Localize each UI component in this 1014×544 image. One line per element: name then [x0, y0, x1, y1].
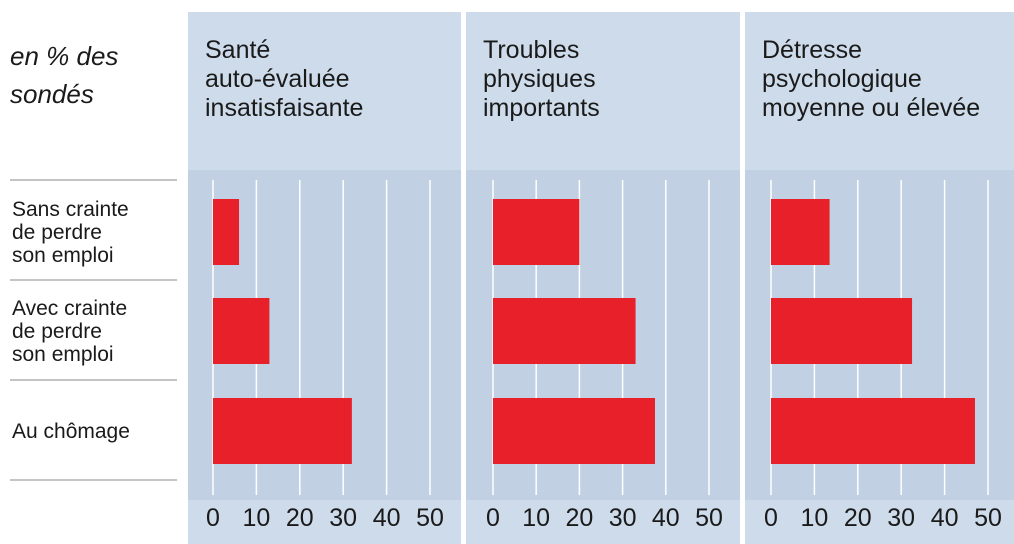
x-tick-label: 30: [887, 504, 916, 532]
x-tick-label: 20: [843, 504, 872, 532]
x-tick-label: 40: [930, 504, 959, 532]
x-tick-label: 40: [651, 504, 680, 532]
x-tick-label: 20: [565, 504, 594, 532]
panel-title: Détresse psychologique moyenne ou élevée: [762, 36, 981, 122]
subtitle: en % des sondés: [10, 41, 119, 109]
x-tick-label: 50: [416, 504, 444, 532]
panel-title: Santé auto-évaluée insatisfaisante: [205, 36, 364, 122]
x-tick-label: 40: [372, 504, 401, 532]
bar: [493, 199, 580, 265]
x-tick-label: 50: [974, 504, 1002, 532]
bar: [493, 298, 636, 364]
bar: [771, 298, 913, 364]
category-label: Sans crainte de perdre son emploi: [12, 197, 129, 267]
x-tick-label: 10: [522, 504, 551, 532]
x-tick-label: 10: [800, 504, 829, 532]
x-tick-label: 0: [486, 504, 500, 532]
category-label: Avec crainte de perdre son emploi: [12, 296, 128, 366]
x-tick-label: 0: [764, 504, 778, 532]
panel-title: Troubles physiques importants: [483, 36, 600, 122]
bar: [771, 398, 975, 464]
bar: [213, 298, 270, 364]
x-tick-label: 10: [242, 504, 271, 532]
bar: [213, 199, 240, 265]
x-tick-label: 30: [608, 504, 637, 532]
x-tick-label: 0: [206, 504, 220, 532]
category-label: Au chômage: [12, 419, 130, 443]
bar: [213, 398, 352, 464]
x-tick-label: 30: [329, 504, 358, 532]
x-tick-label: 20: [285, 504, 314, 532]
x-tick-label: 50: [695, 504, 723, 532]
bar: [771, 199, 830, 265]
bar: [493, 398, 655, 464]
